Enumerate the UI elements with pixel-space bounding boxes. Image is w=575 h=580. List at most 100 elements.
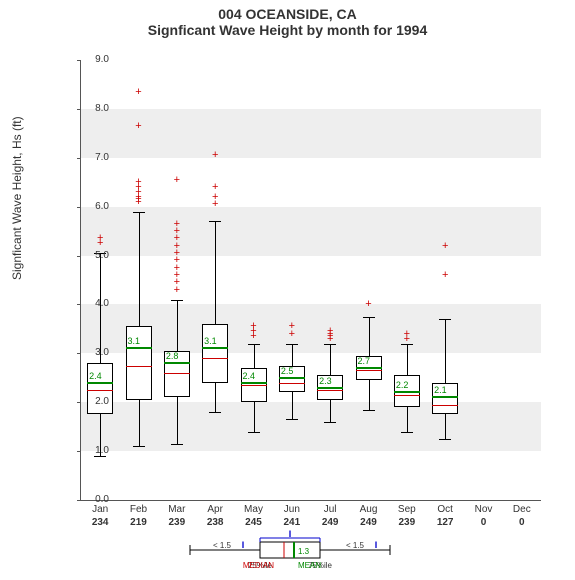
whisker-cap [286,419,298,420]
whisker-cap [248,344,260,345]
outlier-marker: + [135,89,141,95]
title-line-1: 004 OCEANSIDE, CA [0,6,575,22]
grid-band [81,109,541,158]
whisker [445,319,446,439]
mean-line [202,347,228,349]
whisker-cap [324,422,336,423]
grid-band [81,402,541,451]
median-line [202,358,228,359]
mean-label: 2.8 [166,351,179,361]
mean-label: 2.7 [358,356,371,366]
x-tick-count: 239 [389,517,425,528]
y-tick-label: 2.0 [79,396,109,407]
box [202,324,228,383]
whisker-cap [209,412,221,413]
legend-whisker-left: < 1.5 [213,541,232,550]
x-tick-count: 127 [427,517,463,528]
x-tick-count: 0 [504,517,540,528]
y-tick-label: 3.0 [79,347,109,358]
x-tick-label: Feb [121,504,157,515]
x-tick-label: Apr [197,504,233,515]
whisker-cap [133,446,145,447]
whisker-cap [439,439,451,440]
x-tick-count: 249 [312,517,348,528]
whisker-cap [363,410,375,411]
x-tick-label: Nov [466,504,502,515]
x-tick-label: May [236,504,272,515]
whisker-cap [171,444,183,445]
mean-label: 2.5 [281,366,294,376]
x-tick-count: 239 [159,517,195,528]
whisker-cap [401,432,413,433]
y-tick-label: 7.0 [79,152,109,163]
whisker-cap [94,456,106,457]
legend-whisker-right: < 1.5 [346,541,365,550]
whisker-cap [248,432,260,433]
median-line [241,385,267,386]
legend: I 1.3 < 1.5 I < 1.5 I 25%ile 75%ile MEDI… [180,536,440,576]
outlier-marker: + [289,323,295,329]
mean-line [356,367,382,369]
x-tick-count: 238 [197,517,233,528]
outlier-marker: + [442,243,448,249]
whisker-cap [439,319,451,320]
x-tick-label: Aug [351,504,387,515]
whisker [215,221,216,412]
mean-label: 2.3 [319,376,332,386]
outlier-marker: + [135,179,141,185]
whisker-cap [171,300,183,301]
whisker-cap [133,212,145,213]
median-line [126,366,152,367]
y-tick-label: 4.0 [79,298,109,309]
outlier-marker: + [365,301,371,307]
mean-line [87,382,113,384]
mean-label: 2.4 [243,371,256,381]
y-tick-label: 8.0 [79,103,109,114]
y-tick-label: 5.0 [79,250,109,261]
plot-area: Jan2342.4++Feb2193.1++++++++Mar2392.8+++… [80,60,541,501]
title-line-2: Signficant Wave Height by month for 1994 [0,22,575,38]
mean-line [317,387,343,389]
outlier-marker: + [442,272,448,278]
x-tick-count: 0 [466,517,502,528]
outlier-marker: + [135,123,141,129]
whisker-cap [286,344,298,345]
median-line [164,373,190,374]
outlier-marker: + [250,323,256,329]
outlier-marker: + [174,177,180,183]
x-tick-count: 245 [236,517,272,528]
svg-text:I: I [242,540,245,550]
mean-line [164,362,190,364]
x-tick-count: 249 [351,517,387,528]
x-tick-label: Jan [82,504,118,515]
y-tick-label: 6.0 [79,201,109,212]
legend-median-label: MEDIAN [243,561,274,570]
median-line [394,395,420,396]
x-tick-count: 219 [121,517,157,528]
y-tick-label: 1.0 [79,445,109,456]
median-line [317,390,343,391]
outlier-marker: + [97,235,103,241]
mean-line [241,382,267,384]
mean-line [279,377,305,379]
whisker-cap [209,221,221,222]
outlier-marker: + [174,221,180,227]
title-block: 004 OCEANSIDE, CA Signficant Wave Height… [0,0,575,38]
mean-line [432,396,458,398]
mean-label: 3.1 [128,336,141,346]
outlier-marker: + [327,328,333,334]
mean-line [126,347,152,349]
mean-label: 2.2 [396,380,409,390]
legend-iqr-symbol: I [289,529,292,539]
mean-label: 3.1 [204,336,217,346]
x-tick-label: Dec [504,504,540,515]
outlier-marker: + [212,194,218,200]
y-tick-label: 0.0 [79,494,109,505]
median-line [279,383,305,384]
x-tick-count: 234 [82,517,118,528]
y-tick-label: 9.0 [79,54,109,65]
outlier-marker: + [404,331,410,337]
x-tick-label: Sep [389,504,425,515]
x-tick-label: Mar [159,504,195,515]
legend-mean-value: 1.3 [298,547,310,556]
